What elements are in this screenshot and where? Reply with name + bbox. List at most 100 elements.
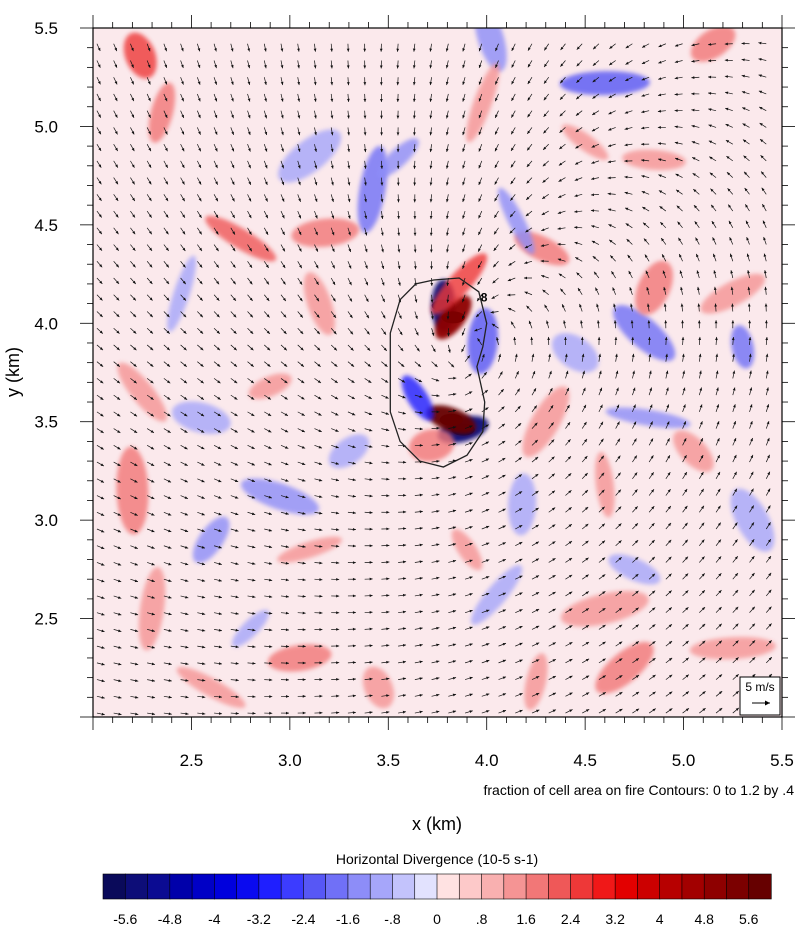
wind-vector-head — [117, 562, 122, 566]
wind-vector-head — [297, 115, 301, 119]
wind-vector-head — [632, 387, 636, 391]
wind-vector-head — [641, 126, 645, 130]
wind-vector-head — [336, 578, 340, 581]
wind-vector-head — [100, 380, 104, 384]
wind-vector-head — [762, 204, 766, 208]
wind-vector-head — [369, 544, 373, 548]
wind-vector-head — [741, 74, 745, 78]
wind-vector-head — [331, 232, 335, 236]
wind-vector-head — [419, 493, 423, 497]
wind-vector-head — [134, 496, 138, 499]
wind-vector-head — [429, 249, 433, 253]
wind-vector-head — [147, 81, 151, 85]
wind-vector-head — [478, 248, 481, 252]
wind-vector-head — [585, 658, 590, 662]
colorbar-swatch — [369, 873, 394, 900]
wind-vector-head — [601, 489, 605, 493]
wind-vector-head — [301, 413, 305, 416]
wind-vector-head — [531, 353, 535, 358]
wind-vector-head — [429, 65, 433, 69]
wind-vector-head — [386, 710, 390, 714]
wind-vector-head — [215, 247, 219, 252]
divergence-blob — [595, 451, 615, 518]
wind-vector-head — [511, 47, 515, 51]
wind-vector-head — [114, 97, 118, 102]
wind-vector-head — [198, 231, 202, 235]
colorbar-swatch — [147, 873, 171, 900]
wind-vector-head — [251, 512, 256, 516]
wind-vector-head — [150, 396, 154, 400]
y-tick-label: 3.0 — [34, 511, 58, 530]
wind-vector-head — [167, 413, 171, 417]
wind-vector-head — [215, 214, 219, 218]
wind-vector-head — [168, 579, 172, 582]
wind-vector-head — [452, 660, 457, 663]
wind-vector-head — [610, 255, 614, 259]
wind-vector-head — [491, 296, 495, 299]
wind-vector-head — [118, 696, 122, 699]
wind-vector-head — [100, 446, 104, 450]
wind-vector-head — [252, 612, 256, 615]
wind-vector-head — [285, 561, 289, 565]
wind-vector-head — [530, 336, 534, 341]
wind-vector-head — [759, 106, 763, 110]
wind-vector-head — [383, 347, 387, 351]
wind-vector-head — [635, 675, 639, 678]
wind-vector-head — [643, 222, 647, 226]
wind-vector-head — [691, 59, 695, 63]
wind-vector-head — [540, 259, 544, 263]
wind-vector-head — [452, 676, 457, 680]
wind-vector-head — [462, 48, 466, 52]
wind-vector-head — [214, 48, 217, 52]
wind-vector-head — [718, 691, 723, 695]
wind-vector-head — [693, 189, 697, 193]
wind-vector-head — [668, 522, 672, 527]
wind-vector-head — [697, 286, 700, 291]
wind-vector-head — [133, 330, 137, 334]
wind-vector-head — [494, 164, 498, 168]
x-tick-label: 4.5 — [573, 751, 597, 770]
wind-vector-head — [319, 678, 323, 681]
wind-vector-head — [148, 181, 152, 185]
wind-vector-head — [369, 577, 373, 581]
wind-vector-head — [218, 645, 222, 649]
wind-vector-head — [701, 607, 706, 611]
wind-vector-head — [430, 282, 434, 287]
wind-vector-head — [725, 140, 730, 143]
divergence-core — [441, 311, 465, 324]
wind-vector-head — [518, 508, 523, 512]
wind-vector-head — [368, 396, 372, 399]
wind-vector-head — [214, 164, 218, 169]
wind-vector-head — [436, 626, 440, 630]
wind-vector-head — [167, 463, 171, 466]
wind-vector-head — [580, 336, 584, 340]
wind-vector-head — [419, 443, 423, 447]
wind-vector-head — [641, 142, 645, 146]
wind-vector-head — [181, 197, 185, 202]
wind-vector-head — [607, 208, 612, 212]
wind-vector-head — [314, 132, 317, 136]
wind-vector-head — [600, 421, 604, 426]
wind-vector-head — [235, 545, 239, 549]
wind-vector-head — [669, 691, 673, 695]
wind-vector-head — [543, 97, 547, 101]
wind-vector-head — [181, 181, 185, 185]
wind-vector-head — [526, 305, 530, 309]
fire-perimeter-contour — [389, 277, 488, 468]
wind-vector-head — [268, 462, 272, 466]
wind-vector-head — [569, 608, 573, 612]
wind-vector-head — [469, 676, 473, 680]
wind-vector-head — [369, 428, 373, 432]
wind-vector-head — [215, 231, 219, 235]
wind-vector-head — [641, 191, 646, 194]
wind-vector-head — [591, 144, 595, 148]
wind-vector-head — [100, 463, 104, 467]
wind-vector-head — [319, 628, 323, 631]
wind-vector-head — [182, 231, 186, 235]
wind-vector-head — [495, 64, 498, 68]
wind-vector-head — [766, 387, 769, 391]
wind-vector-head — [183, 363, 187, 367]
wind-vector-head — [269, 645, 273, 648]
wind-vector-head — [134, 446, 138, 450]
wind-vector-head — [699, 370, 702, 374]
